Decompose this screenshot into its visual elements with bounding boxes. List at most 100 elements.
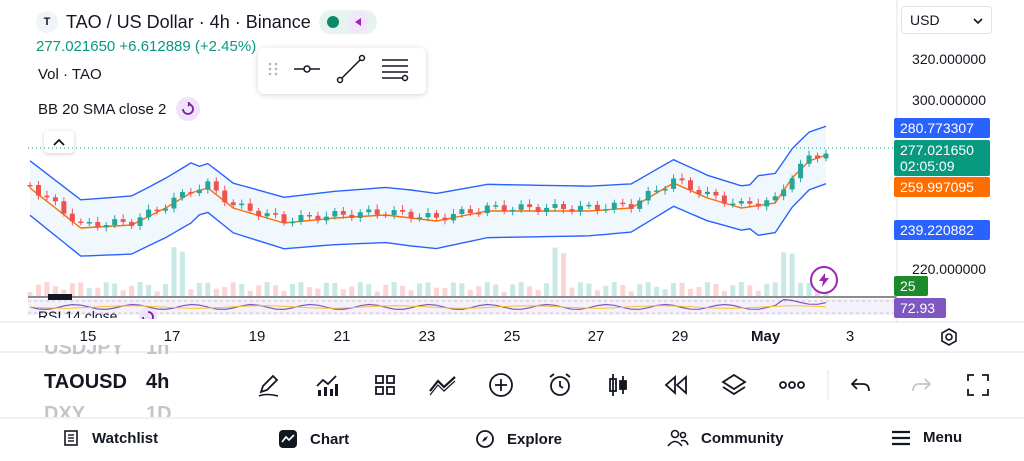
compare-icon[interactable] <box>428 370 458 400</box>
layouts-grid-icon[interactable] <box>370 370 400 400</box>
draw-pencil-icon[interactable] <box>254 370 284 400</box>
bb-indicator-row[interactable]: BB 20 SMA close 2 <box>38 97 201 121</box>
nav-community[interactable]: Community <box>667 429 784 447</box>
add-symbol-icon[interactable] <box>486 370 516 400</box>
symbol-title[interactable]: TAO / US Dollar · 4h · Binance <box>66 11 311 32</box>
volume-bar <box>256 285 262 296</box>
candle-body <box>95 222 101 228</box>
candle-body <box>755 203 761 207</box>
candle-body <box>679 178 685 181</box>
collapse-legend-button[interactable] <box>44 131 74 153</box>
symbol-prev-row[interactable]: USDJPY <box>44 345 134 355</box>
candle-body <box>129 221 135 226</box>
currency-value: USD <box>910 12 940 28</box>
redo-icon[interactable] <box>906 370 936 400</box>
candle-body <box>44 195 50 198</box>
candle-body <box>188 192 194 194</box>
drawing-floating-toolbar <box>258 48 426 94</box>
volume-bar <box>704 282 710 296</box>
date-label: 23 <box>418 328 436 345</box>
candle-body <box>544 207 550 212</box>
nav-menu[interactable]: Menu <box>891 429 962 446</box>
date-label: 27 <box>587 328 605 345</box>
logo-letter: T <box>43 16 51 28</box>
currency-select[interactable]: USD <box>901 6 992 34</box>
symbol-current[interactable]: TAOUSD <box>44 371 127 393</box>
candle-body <box>290 221 296 224</box>
drag-handle-icon[interactable] <box>268 61 278 82</box>
symbol-current-tf[interactable]: 4h <box>146 371 170 393</box>
alert-lightning-button[interactable] <box>810 266 838 294</box>
candle-body <box>306 214 312 217</box>
volume-bar <box>417 283 423 296</box>
symbol-next-tf: 1D <box>146 403 172 417</box>
nav-watchlist[interactable]: Watchlist <box>62 429 158 447</box>
symbol-next-row[interactable]: DXY <box>44 403 134 417</box>
candle-body <box>86 222 92 224</box>
volume-bar <box>112 283 118 296</box>
volume-bar <box>146 284 152 296</box>
fullscreen-icon[interactable] <box>963 370 993 400</box>
volume-bar <box>628 291 634 296</box>
volume-bar <box>137 282 143 296</box>
candle-body <box>798 163 804 179</box>
more-icon[interactable] <box>777 370 807 400</box>
volume-bar <box>298 282 304 296</box>
volume-bar <box>383 284 389 296</box>
nav-explore-label: Explore <box>507 430 563 448</box>
volume-bar <box>645 282 651 296</box>
rsi-collapsed-handle[interactable] <box>48 294 72 300</box>
volume-bar <box>594 290 600 296</box>
market-status-pill[interactable] <box>318 10 377 34</box>
volume-bar <box>162 284 168 296</box>
volume-bar <box>290 283 296 296</box>
nav-explore[interactable]: Explore <box>475 429 562 449</box>
candle-body <box>35 185 41 196</box>
alarm-icon[interactable] <box>545 370 575 400</box>
volume-bar <box>273 285 279 296</box>
candle-body <box>484 205 490 214</box>
candles-icon[interactable] <box>603 370 633 400</box>
bb-lower-tag: 239.220882 <box>894 220 990 240</box>
rsi-tag: 72.93 <box>894 298 946 318</box>
candle-body <box>264 213 270 217</box>
candle-body <box>764 200 770 207</box>
rsi-indicator-label[interactable]: RSI 14 close <box>38 308 118 318</box>
volume-bar <box>357 282 363 296</box>
replay-icon[interactable] <box>661 370 691 400</box>
rsi-refresh-icon[interactable] <box>138 307 158 319</box>
volume-bar <box>637 284 643 296</box>
chevron-up-icon <box>53 138 65 146</box>
symbol-prev-tf-row[interactable]: 1h <box>146 345 186 355</box>
nav-chart[interactable]: Chart <box>278 429 349 449</box>
indicators-icon[interactable] <box>312 370 342 400</box>
refresh-icon[interactable] <box>176 97 201 121</box>
candle-body <box>383 214 389 217</box>
volume-bar <box>247 290 253 296</box>
candle-body <box>510 209 516 212</box>
candle-body <box>323 216 329 221</box>
community-icon <box>667 429 689 447</box>
candle-body <box>213 181 219 191</box>
symbol-next-tf-row[interactable]: 1D <box>146 403 186 417</box>
chart-settings-icon[interactable] <box>937 325 961 349</box>
hamburger-icon <box>892 430 910 445</box>
candle-body <box>721 195 727 204</box>
layers-icon[interactable] <box>719 370 749 400</box>
volume-bar <box>222 287 228 296</box>
rsi-band <box>28 299 897 315</box>
volume-indicator-label[interactable]: Vol · TAO <box>38 66 102 83</box>
volume-bar <box>560 253 566 296</box>
chevron-down-icon <box>973 12 983 28</box>
bb-lower-line <box>29 183 827 257</box>
volume-bar <box>188 289 194 296</box>
volume-tag: 25 <box>894 276 928 296</box>
candle-body <box>179 192 185 198</box>
volume-bar <box>400 285 406 296</box>
undo-icon[interactable] <box>846 370 876 400</box>
fib-lines-icon[interactable] <box>380 56 410 87</box>
trend-line-icon[interactable] <box>336 54 366 89</box>
horizontal-line-icon[interactable] <box>292 59 322 84</box>
volume-bar <box>95 287 101 296</box>
